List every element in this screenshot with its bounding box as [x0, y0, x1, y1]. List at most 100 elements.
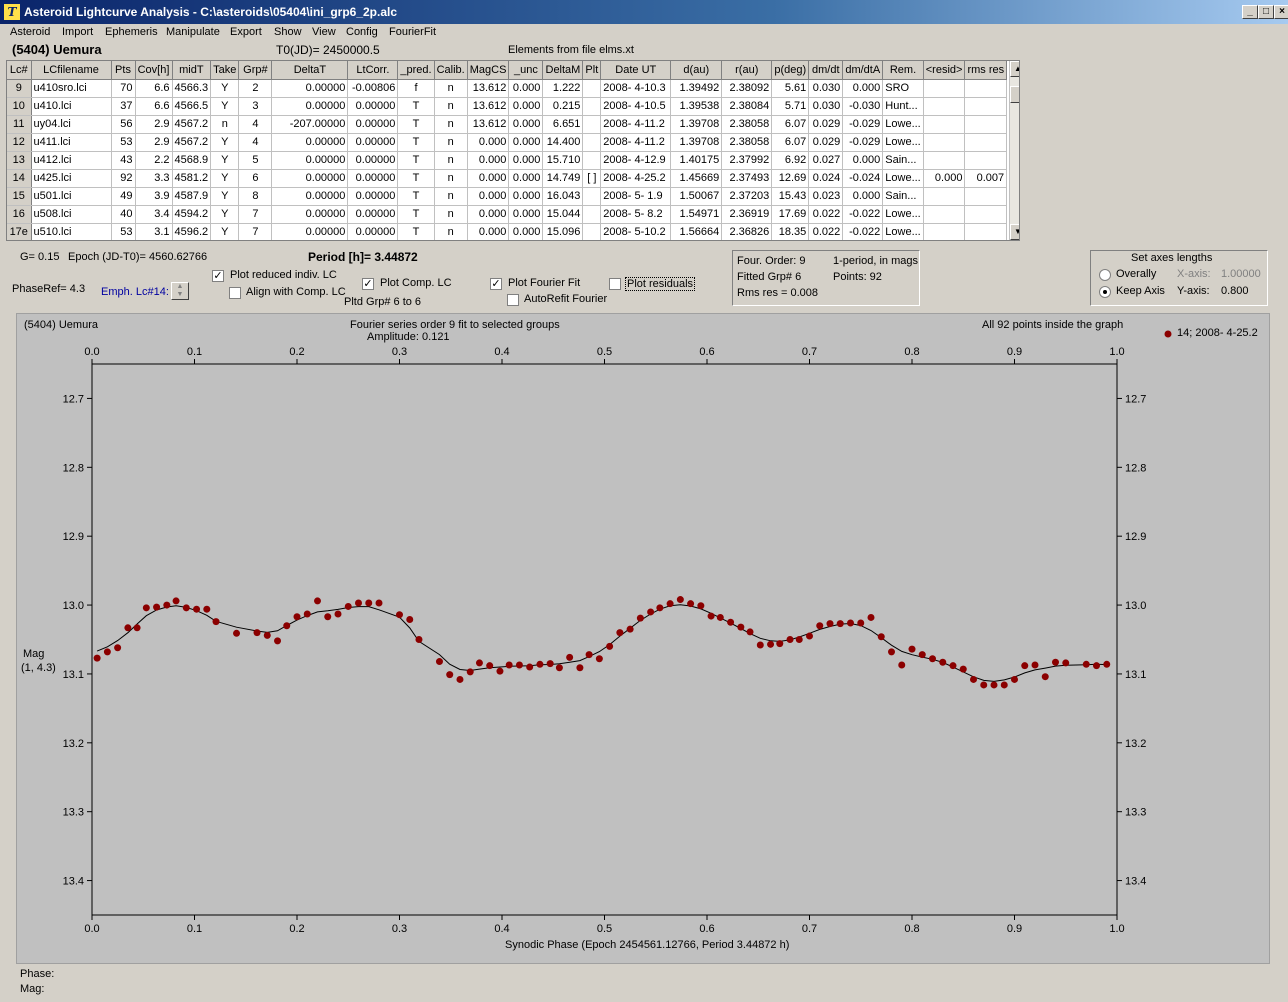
row-number-cell[interactable]: 9	[7, 79, 32, 98]
lightcurve-plot[interactable]: 0.0 0.0 0.1 0.1 0.2 0.2 0.3 0.3 0.4 0.4 0.5 0.5 0.6 0…	[16, 313, 1270, 964]
table-cell[interactable]	[964, 97, 1008, 116]
column-header[interactable]: _unc	[508, 61, 544, 80]
yaxis-value[interactable]: 0.800	[1221, 285, 1249, 297]
table-cell[interactable]: 7	[238, 205, 273, 224]
table-cell[interactable]: 0.000	[508, 115, 544, 134]
table-cell[interactable]: 4567.2	[172, 115, 212, 134]
table-cell[interactable]: 0.023	[808, 187, 844, 206]
table-cell[interactable]	[582, 133, 602, 152]
table-cell[interactable]	[582, 115, 602, 134]
column-header[interactable]: Take	[210, 61, 240, 80]
table-cell[interactable]: 4594.2	[172, 205, 212, 224]
table-cell[interactable]: T	[397, 205, 435, 224]
table-cell[interactable]: 0.000	[508, 97, 544, 116]
scroll-thumb[interactable]	[1010, 86, 1019, 103]
table-cell[interactable]: 0.000	[842, 151, 884, 170]
table-cell[interactable]	[582, 205, 602, 224]
table-cell[interactable]: 0.000	[467, 133, 510, 152]
table-cell[interactable]	[923, 133, 966, 152]
table-cell[interactable]: n	[210, 115, 240, 134]
plot-comp-checkbox[interactable]: ✓	[362, 278, 374, 290]
table-cell[interactable]: 16.043	[542, 187, 584, 206]
row-number-cell[interactable]: 13	[7, 151, 32, 170]
table-cell[interactable]: 17.69	[771, 205, 810, 224]
table-cell[interactable]: 2	[238, 79, 273, 98]
column-header[interactable]: Lc#	[7, 61, 32, 80]
scroll-up-button[interactable]: ▲	[1010, 61, 1019, 77]
table-cell[interactable]: 0.00000	[271, 205, 349, 224]
menu-asteroid[interactable]: Asteroid	[10, 26, 51, 38]
table-cell[interactable]: 6.6	[135, 79, 173, 98]
table-cell[interactable]: 2.38092	[721, 79, 773, 98]
row-number-cell[interactable]: 12	[7, 133, 32, 152]
table-cell[interactable]: 37	[111, 97, 136, 116]
table-cell[interactable]: Lowe...	[882, 115, 924, 134]
table-cell[interactable]: 0.007	[964, 169, 1008, 188]
table-cell[interactable]: n	[434, 223, 468, 240]
table-cell[interactable]: 1.45669	[670, 169, 723, 188]
table-cell[interactable]: 0.024	[808, 169, 844, 188]
menu-ephemeris[interactable]: Ephemeris	[105, 26, 158, 38]
table-cell[interactable]	[923, 115, 966, 134]
table-cell[interactable]: [ ]	[582, 169, 602, 188]
table-cell[interactable]: 0.030	[808, 79, 844, 98]
table-cell[interactable]: 56	[111, 115, 136, 134]
overally-radio[interactable]	[1099, 269, 1111, 281]
table-cell[interactable]: 14.400	[542, 133, 584, 152]
table-cell[interactable]: 2.38058	[721, 115, 773, 134]
table-cell[interactable]: u410sro.lci	[31, 79, 112, 98]
menu-export[interactable]: Export	[230, 26, 262, 38]
table-cell[interactable]: 3.4	[135, 205, 173, 224]
table-cell[interactable]	[923, 79, 966, 98]
column-header[interactable]: Calib.	[434, 61, 468, 80]
table-cell[interactable]: 4566.3	[172, 79, 212, 98]
table-cell[interactable]: n	[434, 169, 468, 188]
table-cell[interactable]: 0.00000	[347, 115, 399, 134]
table-cell[interactable]: Lowe...	[882, 133, 924, 152]
table-cell[interactable]: 0.00000	[347, 187, 399, 206]
table-cell[interactable]: 0.029	[808, 115, 844, 134]
table-cell[interactable]: Y	[210, 151, 240, 170]
table-cell[interactable]: 3.1	[135, 223, 173, 240]
table-cell[interactable]: 2008- 5-10.2	[600, 223, 672, 240]
table-cell[interactable]: 14.749	[542, 169, 584, 188]
menu-view[interactable]: View	[312, 26, 336, 38]
table-cell[interactable]: 1.40175	[670, 151, 723, 170]
table-cell[interactable]: u411.lci	[31, 133, 112, 152]
table-cell[interactable]: 8	[238, 187, 273, 206]
plot-residuals-checkbox[interactable]	[609, 278, 621, 290]
table-cell[interactable]: T	[397, 151, 435, 170]
table-cell[interactable]: 0.00000	[271, 133, 349, 152]
table-cell[interactable]: 0.000	[508, 205, 544, 224]
emph-spinner[interactable]: ▲ ▼	[171, 282, 189, 300]
table-cell[interactable]: Sain...	[882, 187, 924, 206]
table-cell[interactable]: 1.39708	[670, 133, 723, 152]
table-cell[interactable]: 70	[111, 79, 136, 98]
column-header[interactable]: MagCS	[467, 61, 510, 80]
table-cell[interactable]: f	[397, 79, 435, 98]
table-cell[interactable]: 0.022	[808, 223, 844, 240]
table-cell[interactable]: 6.92	[771, 151, 810, 170]
table-cell[interactable]: 2008- 4-11.2	[600, 133, 672, 152]
table-cell[interactable]: n	[434, 205, 468, 224]
table-cell[interactable]: u510.lci	[31, 223, 112, 240]
table-cell[interactable]: 2.37992	[721, 151, 773, 170]
table-cell[interactable]: 2008- 4-10.3	[600, 79, 672, 98]
table-cell[interactable]: 6.07	[771, 133, 810, 152]
table-cell[interactable]: 0.00000	[271, 79, 349, 98]
table-cell[interactable]: Y	[210, 187, 240, 206]
table-cell[interactable]: 2008- 4-25.2	[600, 169, 672, 188]
menu-config[interactable]: Config	[346, 26, 378, 38]
table-cell[interactable]	[964, 223, 1008, 240]
table-cell[interactable]: -0.00806	[347, 79, 399, 98]
table-cell[interactable]: 4581.2	[172, 169, 212, 188]
table-cell[interactable]: 2.36919	[721, 205, 773, 224]
table-cell[interactable]: 53	[111, 223, 136, 240]
table-cell[interactable]	[582, 151, 602, 170]
table-cell[interactable]	[923, 97, 966, 116]
table-cell[interactable]: T	[397, 133, 435, 152]
table-cell[interactable]: u501.lci	[31, 187, 112, 206]
table-cell[interactable]: n	[434, 97, 468, 116]
